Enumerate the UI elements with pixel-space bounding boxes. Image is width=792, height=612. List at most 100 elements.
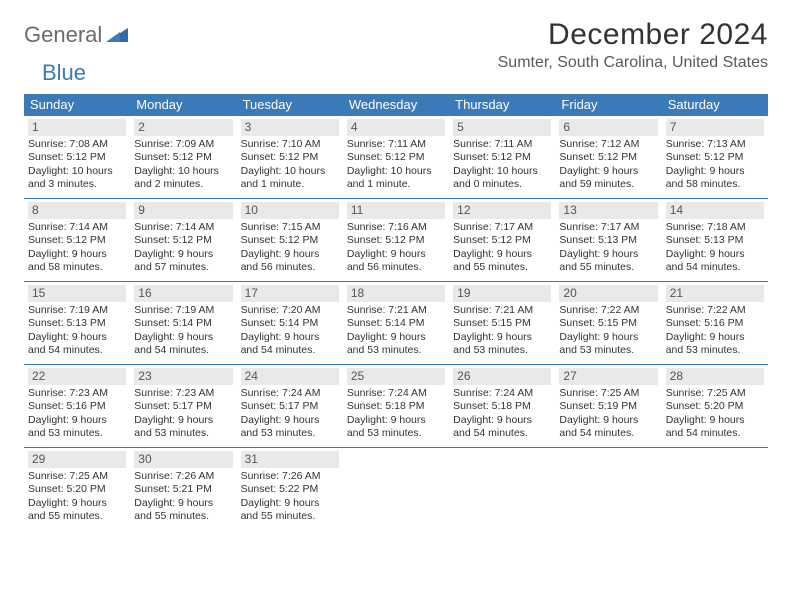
day-number: 30	[134, 451, 232, 468]
day-line-d1: Daylight: 9 hours	[559, 331, 657, 344]
day-line-d1: Daylight: 9 hours	[241, 331, 339, 344]
day-line-sr: Sunrise: 7:26 AM	[134, 470, 232, 483]
day-line-d2: and 1 minute.	[241, 178, 339, 191]
day-cell: 8Sunrise: 7:14 AMSunset: 5:12 PMDaylight…	[24, 199, 130, 281]
dow-tue: Tuesday	[237, 94, 343, 116]
day-number: 27	[559, 368, 657, 385]
day-cell: .	[662, 448, 768, 530]
day-line-d1: Daylight: 9 hours	[134, 414, 232, 427]
day-line-sr: Sunrise: 7:23 AM	[134, 387, 232, 400]
day-line-ss: Sunset: 5:16 PM	[666, 317, 764, 330]
dow-mon: Monday	[130, 94, 236, 116]
day-line-d2: and 1 minute.	[347, 178, 445, 191]
day-line-ss: Sunset: 5:12 PM	[134, 234, 232, 247]
day-line-sr: Sunrise: 7:09 AM	[134, 138, 232, 151]
day-cell: 22Sunrise: 7:23 AMSunset: 5:16 PMDayligh…	[24, 365, 130, 447]
day-line-ss: Sunset: 5:22 PM	[241, 483, 339, 496]
day-line-d1: Daylight: 9 hours	[559, 248, 657, 261]
month-title: December 2024	[498, 18, 768, 52]
day-line-sr: Sunrise: 7:24 AM	[347, 387, 445, 400]
day-line-ss: Sunset: 5:19 PM	[559, 400, 657, 413]
day-line-d1: Daylight: 9 hours	[666, 414, 764, 427]
day-line-sr: Sunrise: 7:10 AM	[241, 138, 339, 151]
dow-wed: Wednesday	[343, 94, 449, 116]
day-line-sr: Sunrise: 7:21 AM	[347, 304, 445, 317]
day-number: 16	[134, 285, 232, 302]
day-line-d2: and 54 minutes.	[666, 427, 764, 440]
day-cell: 4Sunrise: 7:11 AMSunset: 5:12 PMDaylight…	[343, 116, 449, 198]
calendar: Sunday Monday Tuesday Wednesday Thursday…	[24, 94, 768, 530]
day-line-d1: Daylight: 9 hours	[134, 497, 232, 510]
day-number: 8	[28, 202, 126, 219]
week-row: 15Sunrise: 7:19 AMSunset: 5:13 PMDayligh…	[24, 282, 768, 365]
day-line-d1: Daylight: 10 hours	[453, 165, 551, 178]
day-line-d2: and 55 minutes.	[28, 510, 126, 523]
logo-text-2: Blue	[42, 62, 86, 84]
day-cell: 31Sunrise: 7:26 AMSunset: 5:22 PMDayligh…	[237, 448, 343, 530]
day-cell: .	[449, 448, 555, 530]
day-cell: 30 Sunrise: 7:26 AMSunset: 5:21 PMDayligh…	[130, 448, 236, 530]
day-cell: 21Sunrise: 7:22 AMSunset: 5:16 PMDayligh…	[662, 282, 768, 364]
day-line-ss: Sunset: 5:15 PM	[559, 317, 657, 330]
day-line-ss: Sunset: 5:12 PM	[28, 151, 126, 164]
day-cell: 28Sunrise: 7:25 AMSunset: 5:20 PMDayligh…	[662, 365, 768, 447]
logo: General	[24, 18, 130, 46]
day-line-d2: and 55 minutes.	[241, 510, 339, 523]
day-line-d2: and 2 minutes.	[134, 178, 232, 191]
day-line-d1: Daylight: 9 hours	[559, 165, 657, 178]
day-line-d2: and 53 minutes.	[134, 427, 232, 440]
day-line-ss: Sunset: 5:18 PM	[453, 400, 551, 413]
day-cell: 11Sunrise: 7:16 AMSunset: 5:12 PMDayligh…	[343, 199, 449, 281]
week-row: 8Sunrise: 7:14 AMSunset: 5:12 PMDaylight…	[24, 199, 768, 282]
day-line-d2: and 56 minutes.	[347, 261, 445, 274]
day-line-sr: Sunrise: 7:11 AM	[453, 138, 551, 151]
day-number: 17	[241, 285, 339, 302]
day-line-d2: and 58 minutes.	[666, 178, 764, 191]
day-line-d1: Daylight: 9 hours	[134, 248, 232, 261]
day-line-d2: and 55 minutes.	[453, 261, 551, 274]
day-line-ss: Sunset: 5:15 PM	[453, 317, 551, 330]
day-cell: 12Sunrise: 7:17 AMSunset: 5:12 PMDayligh…	[449, 199, 555, 281]
weeks-container: 1Sunrise: 7:08 AMSunset: 5:12 PMDaylight…	[24, 116, 768, 530]
day-number: 2	[134, 119, 232, 136]
day-line-d1: Daylight: 10 hours	[134, 165, 232, 178]
day-line-ss: Sunset: 5:13 PM	[28, 317, 126, 330]
day-line-d1: Daylight: 9 hours	[28, 497, 126, 510]
day-line-sr: Sunrise: 7:24 AM	[241, 387, 339, 400]
day-line-ss: Sunset: 5:13 PM	[559, 234, 657, 247]
day-number: 9	[134, 202, 232, 219]
day-line-ss: Sunset: 5:12 PM	[241, 151, 339, 164]
day-line-d1: Daylight: 9 hours	[453, 248, 551, 261]
day-line-d2: and 55 minutes.	[134, 510, 232, 523]
day-line-d1: Daylight: 9 hours	[241, 414, 339, 427]
day-line-d1: Daylight: 9 hours	[241, 248, 339, 261]
day-line-ss: Sunset: 5:12 PM	[453, 234, 551, 247]
day-number: 3	[241, 119, 339, 136]
day-cell: 27Sunrise: 7:25 AMSunset: 5:19 PMDayligh…	[555, 365, 661, 447]
day-number: 15	[28, 285, 126, 302]
day-line-d2: and 53 minutes.	[453, 344, 551, 357]
day-number: 31	[241, 451, 339, 468]
day-cell: 3Sunrise: 7:10 AMSunset: 5:12 PMDaylight…	[237, 116, 343, 198]
logo-triangle-icon	[106, 24, 128, 46]
day-cell: 23Sunrise: 7:23 AMSunset: 5:17 PMDayligh…	[130, 365, 236, 447]
day-number: 11	[347, 202, 445, 219]
day-line-ss: Sunset: 5:12 PM	[134, 151, 232, 164]
day-number: 1	[28, 119, 126, 136]
day-line-d2: and 59 minutes.	[559, 178, 657, 191]
day-number: 26	[453, 368, 551, 385]
day-line-sr: Sunrise: 7:20 AM	[241, 304, 339, 317]
day-line-d2: and 0 minutes.	[453, 178, 551, 191]
day-line-d2: and 53 minutes.	[241, 427, 339, 440]
day-line-ss: Sunset: 5:12 PM	[241, 234, 339, 247]
day-line-sr: Sunrise: 7:13 AM	[666, 138, 764, 151]
day-number: 28	[666, 368, 764, 385]
day-line-ss: Sunset: 5:12 PM	[28, 234, 126, 247]
day-line-ss: Sunset: 5:14 PM	[134, 317, 232, 330]
day-line-ss: Sunset: 5:14 PM	[347, 317, 445, 330]
day-line-ss: Sunset: 5:17 PM	[134, 400, 232, 413]
day-line-sr: Sunrise: 7:14 AM	[134, 221, 232, 234]
day-line-ss: Sunset: 5:21 PM	[134, 483, 232, 496]
day-line-sr: Sunrise: 7:11 AM	[347, 138, 445, 151]
day-cell: 15Sunrise: 7:19 AMSunset: 5:13 PMDayligh…	[24, 282, 130, 364]
